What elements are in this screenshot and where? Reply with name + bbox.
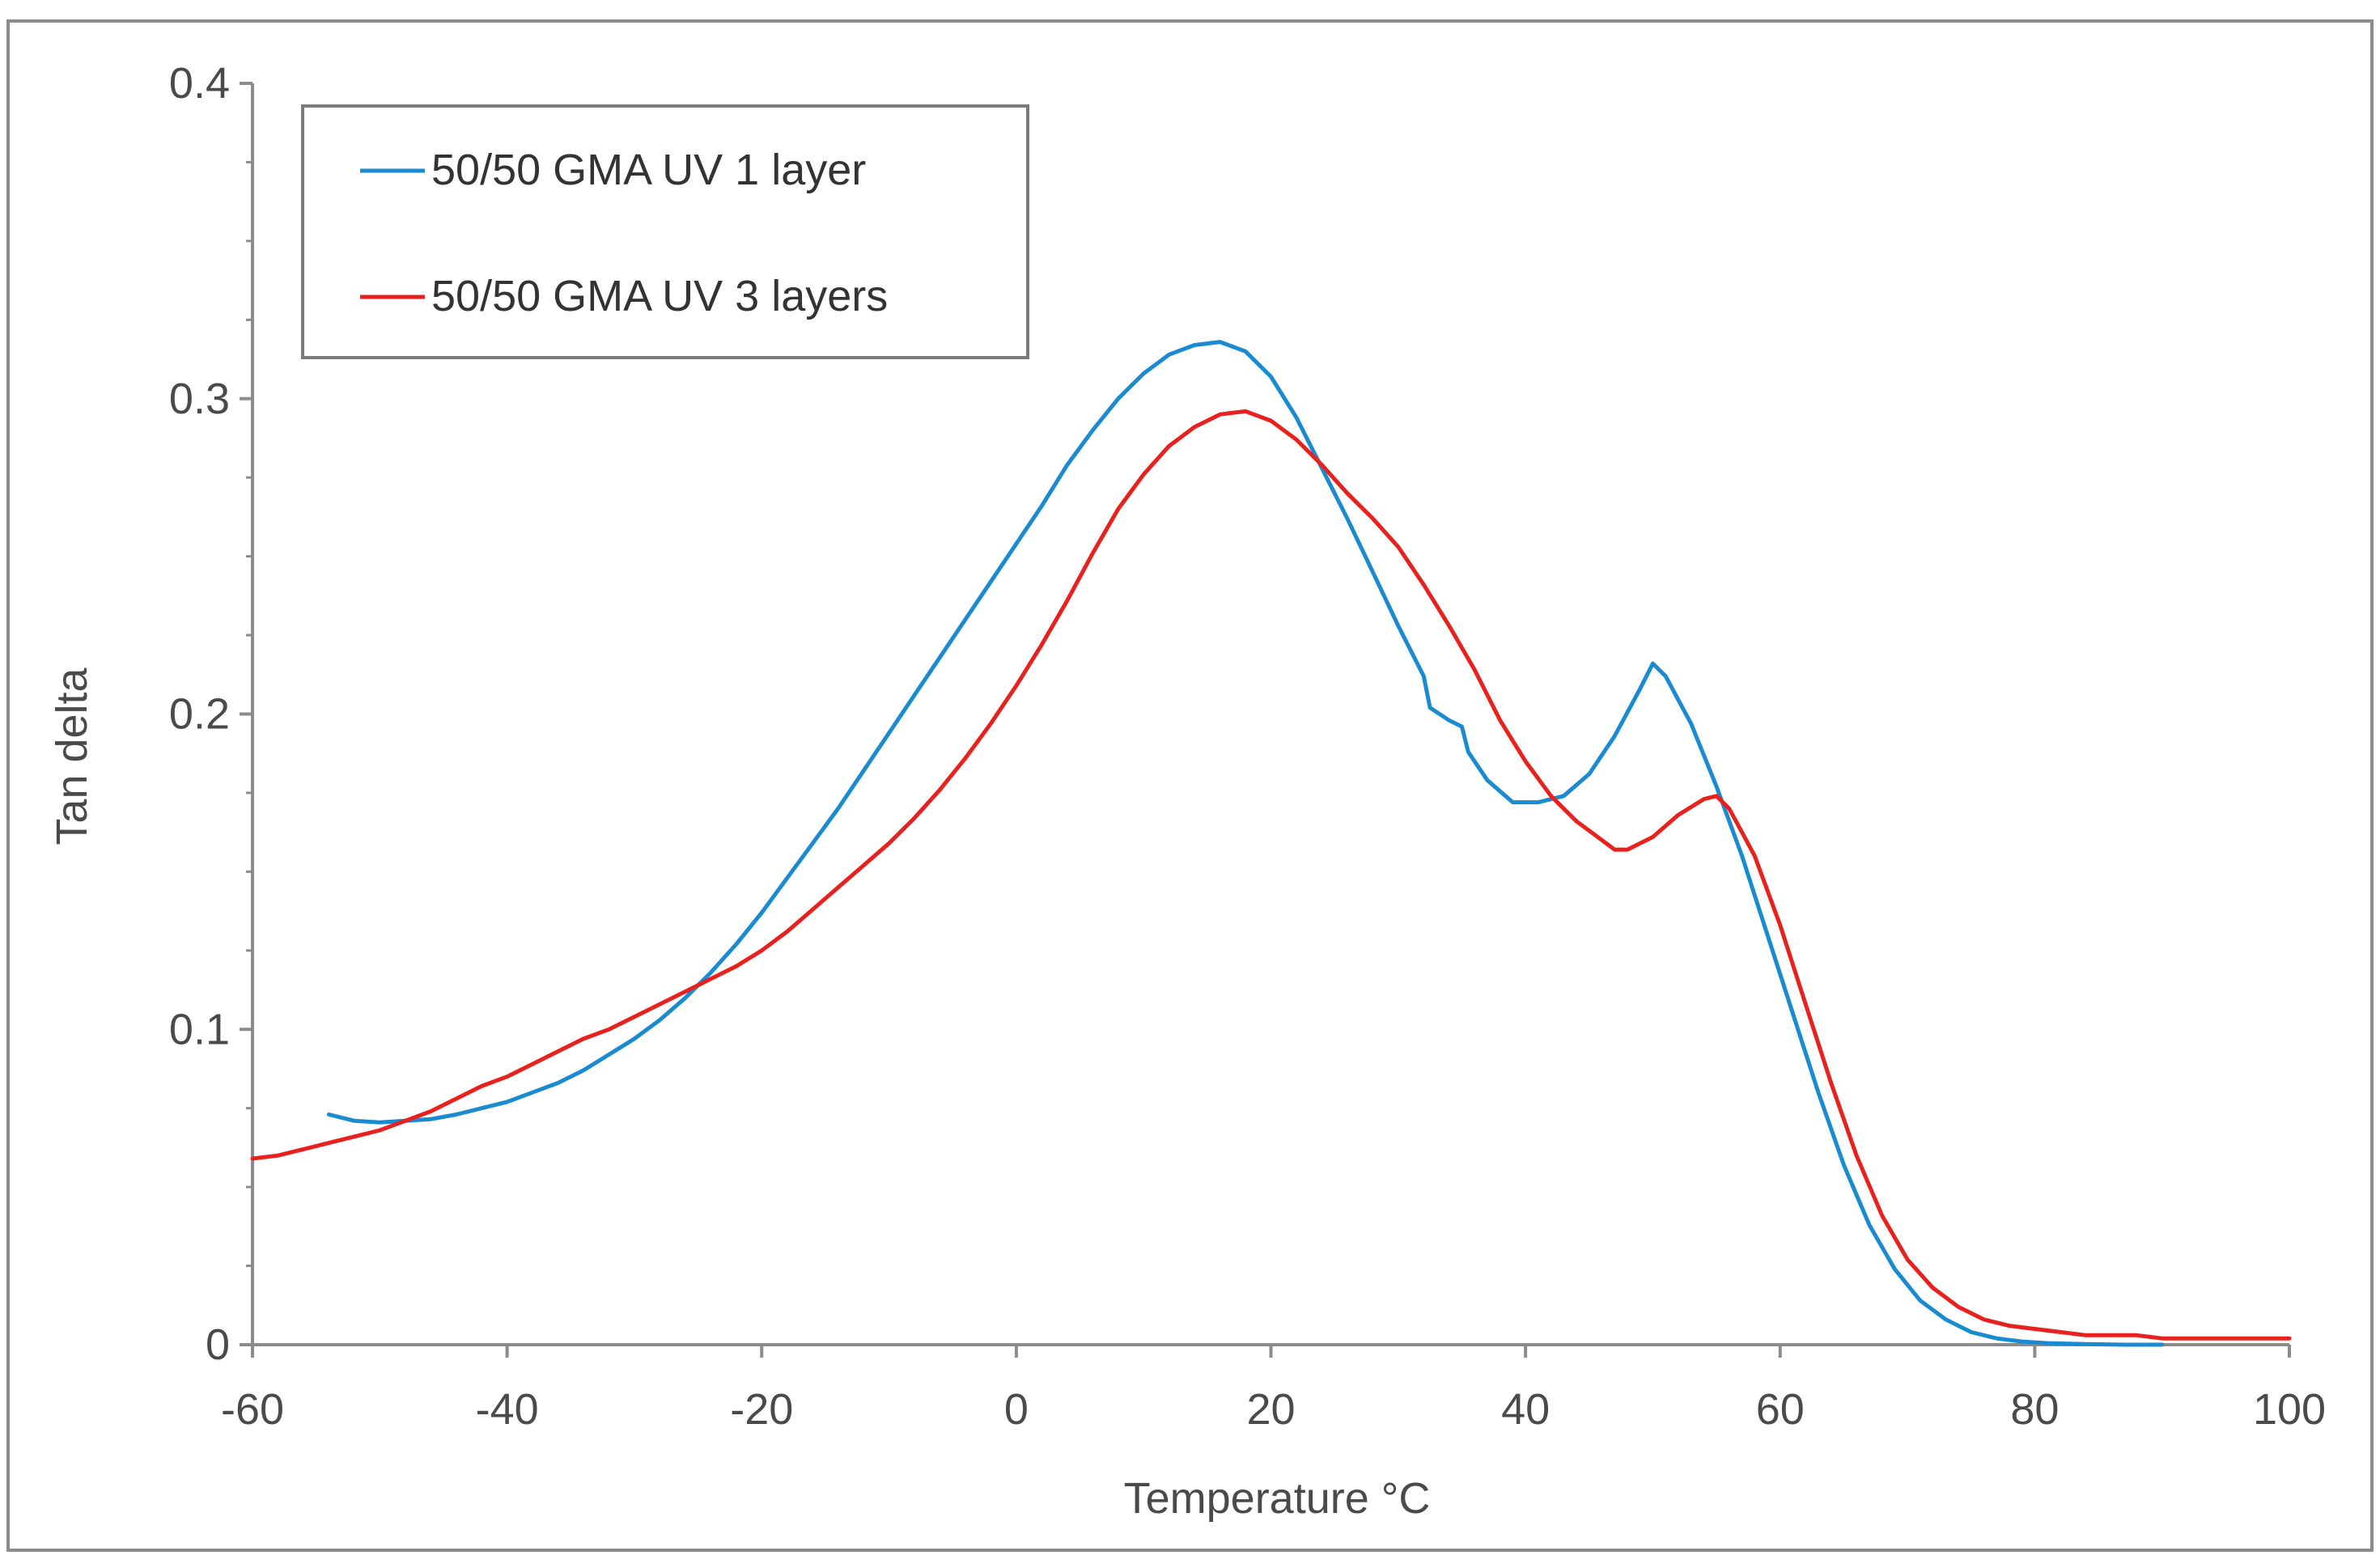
- series-line-1-layer: [326, 340, 2165, 1347]
- x-tick-label: 80: [2010, 1385, 2059, 1434]
- series-layer: [250, 340, 2292, 1347]
- legend-label-1-layer: 50/50 GMA UV 1 layer: [431, 146, 866, 194]
- x-tick-label: 60: [1756, 1385, 1805, 1434]
- x-tick-label: -60: [221, 1385, 284, 1434]
- legend: 50/50 GMA UV 1 layer 50/50 GMA UV 3 laye…: [301, 104, 1029, 359]
- x-tick-label: -20: [730, 1385, 793, 1434]
- axes: 0 0.1 0.2 0.3 0.4 -60 -40 -20 0 20 40 60 80 100: [169, 59, 2326, 1434]
- y-tick-label: 0.3: [169, 375, 230, 423]
- legend-label-3-layers: 50/50 GMA UV 3 layers: [431, 272, 888, 320]
- x-axis-title: Temperature °C: [1124, 1474, 1431, 1523]
- y-tick-label: 0.2: [169, 690, 230, 739]
- y-tick-label: 0.4: [169, 59, 230, 108]
- y-tick-label: 0: [206, 1320, 230, 1369]
- x-tick-label: 20: [1246, 1385, 1295, 1434]
- x-tick-label: 0: [1004, 1385, 1029, 1434]
- y-axis-title: Tan delta: [48, 667, 96, 845]
- x-tick-label: -40: [476, 1385, 539, 1434]
- series-line-3-layers: [250, 409, 2292, 1341]
- x-tick-label: 40: [1501, 1385, 1550, 1434]
- y-tick-label: 0.1: [169, 1005, 230, 1053]
- legend-box: [301, 104, 1029, 359]
- x-tick-label: 100: [2253, 1385, 2326, 1434]
